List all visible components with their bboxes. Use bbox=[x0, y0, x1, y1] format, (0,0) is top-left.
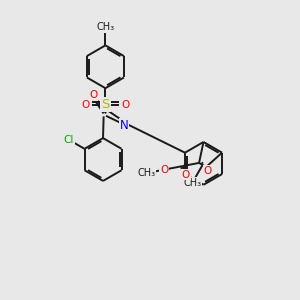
Text: O: O bbox=[82, 100, 90, 110]
Text: Cl: Cl bbox=[64, 135, 74, 145]
Text: CH₃: CH₃ bbox=[183, 178, 201, 188]
Text: O: O bbox=[160, 165, 168, 175]
Text: S: S bbox=[101, 98, 110, 111]
Text: O: O bbox=[182, 170, 190, 180]
Text: CH₃: CH₃ bbox=[96, 22, 115, 32]
Text: CH₃: CH₃ bbox=[137, 168, 155, 178]
Text: O: O bbox=[89, 90, 98, 100]
Text: N: N bbox=[119, 119, 128, 132]
Text: O: O bbox=[203, 166, 212, 176]
Text: O: O bbox=[121, 100, 129, 110]
